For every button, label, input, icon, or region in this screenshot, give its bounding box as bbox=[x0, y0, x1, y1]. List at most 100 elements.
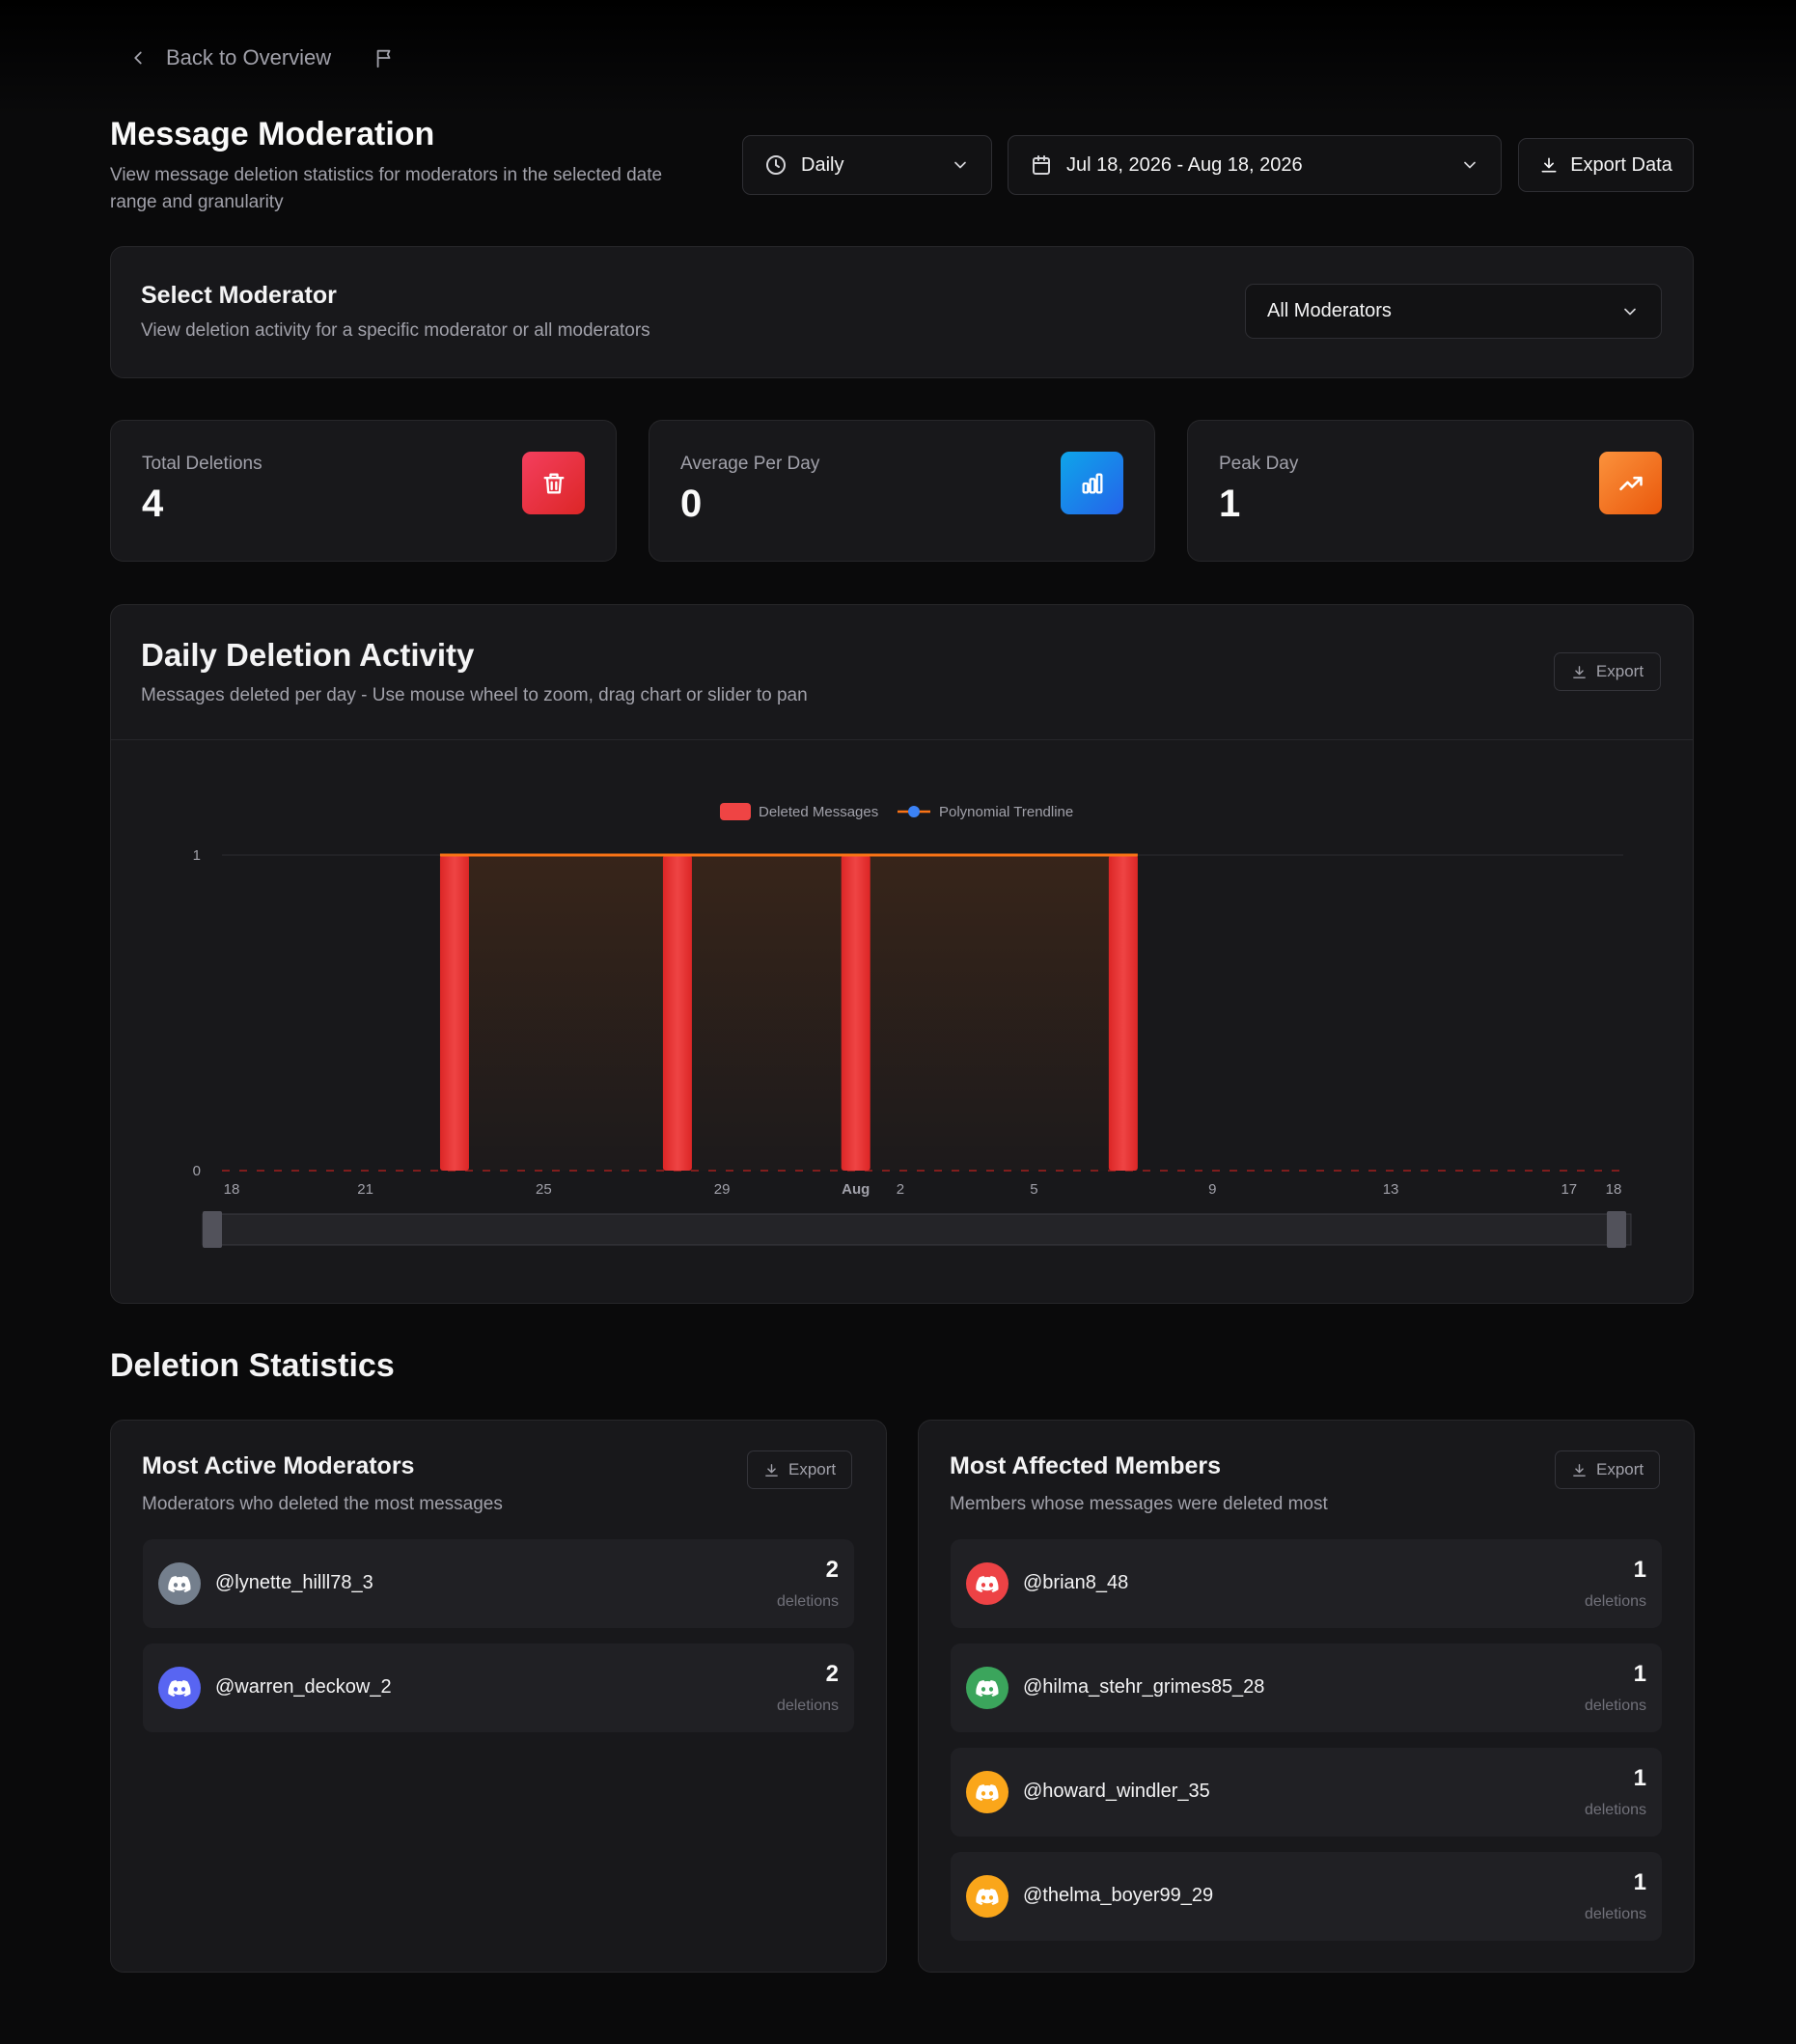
members-export-label: Export bbox=[1596, 1460, 1644, 1478]
stat-card-average-per-day: Average Per Day 0 bbox=[649, 420, 1155, 562]
username: @warren_deckow_2 bbox=[215, 1676, 392, 1698]
deletion-count: 1 bbox=[1633, 1661, 1646, 1687]
export-data-label: Export Data bbox=[1570, 153, 1672, 176]
discord-icon bbox=[976, 1576, 999, 1592]
legend-label: Deleted Messages bbox=[759, 804, 878, 820]
member-row[interactable]: @hilma_stehr_grimes85_28 1 deletions bbox=[951, 1643, 1662, 1732]
moderators-export-label: Export bbox=[788, 1460, 837, 1478]
x-tick-label: Aug bbox=[842, 1181, 870, 1198]
chart-title: Daily Deletion Activity bbox=[141, 637, 475, 673]
stat-card-total-deletions: Total Deletions 4 bbox=[110, 420, 617, 562]
moderators-title: Most Active Moderators bbox=[142, 1452, 415, 1479]
bar bbox=[662, 855, 692, 1171]
deletion-count: 2 bbox=[825, 1661, 839, 1687]
x-tick-label: 29 bbox=[714, 1181, 731, 1198]
member-row[interactable]: @howard_windler_35 1 deletions bbox=[951, 1748, 1662, 1837]
statistics-title: Deletion Statistics bbox=[110, 1347, 395, 1384]
page-title: Message Moderation bbox=[110, 116, 435, 152]
granularity-value: Daily bbox=[801, 153, 844, 176]
deletion-unit: deletions bbox=[1584, 1906, 1646, 1922]
download-icon bbox=[1573, 1463, 1586, 1477]
avatar bbox=[966, 1562, 1009, 1605]
x-tick-label: 9 bbox=[1208, 1181, 1216, 1198]
moderator-select-value: All Moderators bbox=[1267, 300, 1392, 321]
deletion-unit: deletions bbox=[776, 1593, 839, 1610]
username: @hilma_stehr_grimes85_28 bbox=[1023, 1676, 1265, 1698]
back-link-label: Back to Overview bbox=[166, 45, 332, 69]
chart-export-label: Export bbox=[1595, 662, 1644, 680]
trending-up-icon bbox=[1599, 452, 1662, 514]
chart-export-button[interactable]: Export bbox=[1554, 652, 1661, 691]
deletion-unit: deletions bbox=[776, 1698, 839, 1714]
deletion-count: 1 bbox=[1633, 1557, 1646, 1583]
x-tick-label: 13 bbox=[1383, 1181, 1399, 1198]
members-title: Most Affected Members bbox=[950, 1452, 1222, 1479]
members-export-button[interactable]: Export bbox=[1555, 1450, 1661, 1489]
deletion-count: 1 bbox=[1633, 1765, 1646, 1791]
page-subtitle: View message deletion statistics for mod… bbox=[110, 165, 663, 212]
username: @lynette_hilll78_3 bbox=[215, 1572, 373, 1593]
x-tick-label: 5 bbox=[1030, 1181, 1037, 1198]
x-tick-label: 18 bbox=[1606, 1181, 1622, 1198]
avatar bbox=[966, 1771, 1009, 1813]
date-range-picker[interactable]: Jul 18, 2026 - Aug 18, 2026 bbox=[1008, 135, 1502, 195]
discord-icon bbox=[168, 1680, 191, 1697]
chart-divider bbox=[111, 739, 1693, 740]
moderator-row[interactable]: @lynette_hilll78_3 2 deletions bbox=[143, 1539, 854, 1628]
discord-icon bbox=[976, 1889, 999, 1905]
legend-bar-swatch bbox=[720, 803, 751, 820]
bar-chart-icon bbox=[1061, 452, 1123, 514]
trendline-area bbox=[439, 855, 1138, 1171]
discord-icon bbox=[976, 1680, 999, 1697]
avatar bbox=[158, 1562, 201, 1605]
most-active-moderators-card: Most Active Moderators Moderators who de… bbox=[110, 1420, 887, 1973]
x-tick-label: 21 bbox=[357, 1181, 373, 1198]
calendar-icon bbox=[1033, 155, 1050, 175]
chevron-down-icon bbox=[1624, 308, 1636, 315]
zoom-slider-track bbox=[202, 1213, 1632, 1246]
stat-label: Peak Day bbox=[1219, 454, 1299, 474]
deletion-unit: deletions bbox=[1584, 1802, 1646, 1818]
moderator-filter-title: Select Moderator bbox=[141, 282, 337, 309]
deletion-unit: deletions bbox=[1584, 1593, 1646, 1610]
back-to-overview-link[interactable]: Back to Overview bbox=[127, 42, 331, 73]
chart-subtitle: Messages deleted per day - Use mouse whe… bbox=[141, 685, 808, 705]
bar bbox=[841, 855, 870, 1171]
username: @thelma_boyer99_29 bbox=[1023, 1885, 1214, 1906]
report-flag-button[interactable] bbox=[369, 42, 400, 73]
avatar bbox=[966, 1667, 1009, 1709]
export-data-button[interactable]: Export Data bbox=[1518, 138, 1694, 192]
chevron-down-icon bbox=[954, 161, 966, 169]
x-tick-label: 25 bbox=[536, 1181, 552, 1198]
download-icon bbox=[1541, 157, 1557, 173]
deletion-unit: deletions bbox=[1584, 1698, 1646, 1714]
moderator-row[interactable]: @warren_deckow_2 2 deletions bbox=[143, 1643, 854, 1732]
chevron-down-icon bbox=[1464, 161, 1476, 169]
member-row[interactable]: @thelma_boyer99_29 1 deletions bbox=[951, 1852, 1662, 1941]
bar bbox=[439, 855, 469, 1171]
stat-value: 4 bbox=[142, 483, 164, 525]
moderator-select[interactable]: All Moderators bbox=[1245, 284, 1662, 339]
date-range-value: Jul 18, 2026 - Aug 18, 2026 bbox=[1066, 153, 1303, 176]
members-subtitle: Members whose messages were deleted most bbox=[950, 1494, 1328, 1514]
deletion-count: 2 bbox=[825, 1557, 839, 1583]
stat-value: 1 bbox=[1219, 483, 1241, 525]
bar bbox=[1108, 855, 1138, 1171]
avatar bbox=[966, 1875, 1009, 1918]
y-tick-label: 0 bbox=[193, 1163, 201, 1179]
deletion-chart[interactable]: Deleted Messages Polynomial Trendline 0 1 18… bbox=[145, 772, 1641, 1274]
x-tick-label: 2 bbox=[897, 1181, 904, 1198]
granularity-select[interactable]: Daily bbox=[742, 135, 992, 195]
moderator-filter-subtitle: View deletion activity for a specific mo… bbox=[141, 320, 650, 341]
trash-icon bbox=[522, 452, 585, 514]
stat-label: Average Per Day bbox=[680, 454, 820, 474]
stat-label: Total Deletions bbox=[142, 454, 262, 474]
clock-icon bbox=[766, 155, 786, 175]
download-icon bbox=[1573, 665, 1586, 678]
username: @howard_windler_35 bbox=[1023, 1781, 1210, 1802]
moderators-subtitle: Moderators who deleted the most messages bbox=[142, 1494, 503, 1514]
member-row[interactable]: @brian8_48 1 deletions bbox=[951, 1539, 1662, 1628]
moderators-export-button[interactable]: Export bbox=[747, 1450, 853, 1489]
x-tick-label: 18 bbox=[224, 1181, 240, 1198]
username: @brian8_48 bbox=[1023, 1572, 1129, 1593]
